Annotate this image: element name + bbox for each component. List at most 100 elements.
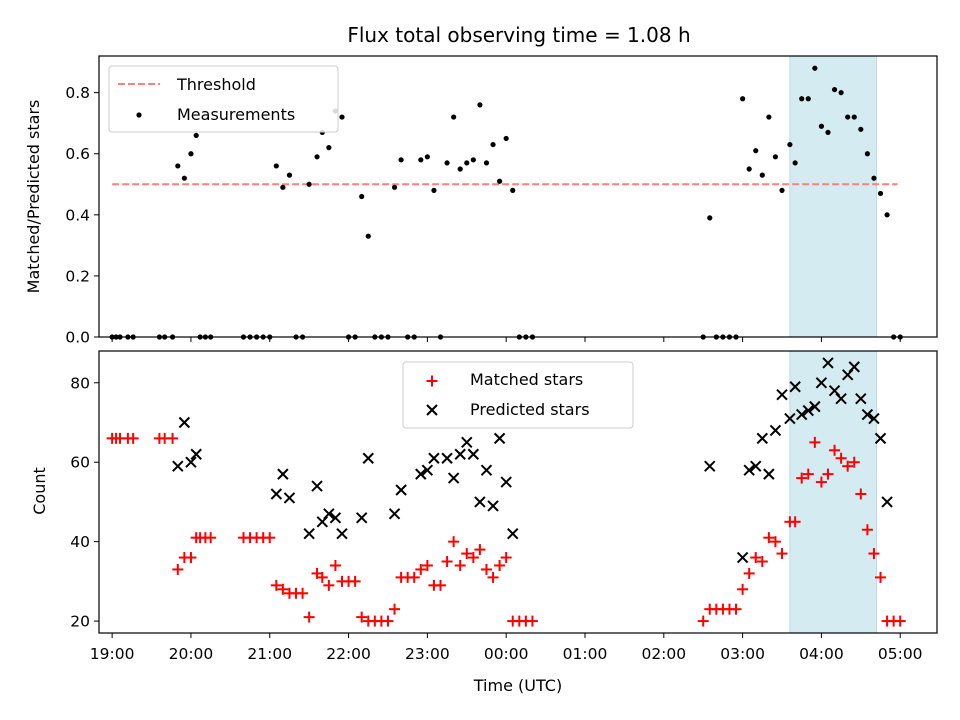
matched-star-point-59 xyxy=(526,615,538,627)
top-y-tick-label: 0.2 xyxy=(65,267,90,285)
x-tick-label: 03:00 xyxy=(720,645,765,663)
matched-star-point-66 xyxy=(737,583,749,595)
top-shaded-span xyxy=(789,55,878,338)
measurement-point-68 xyxy=(753,148,759,154)
measurement-point-22 xyxy=(286,172,293,178)
predicted-star-d2 xyxy=(362,452,374,464)
measurement-point-9 xyxy=(181,175,187,181)
x-tick-label: 21:00 xyxy=(247,645,292,663)
predicted-star-point-29 xyxy=(500,476,512,488)
predicted-star-point-30 xyxy=(507,527,519,540)
predicted-star-d2 xyxy=(763,468,775,480)
measurement-point-72 xyxy=(779,187,785,193)
matched-star-point-52 xyxy=(480,563,492,575)
predicted-star-point-0 xyxy=(172,460,184,472)
predicted-star-d2 xyxy=(395,484,407,496)
top-legend: Threshold Measurements xyxy=(108,65,339,133)
x-tick-label: 22:00 xyxy=(326,645,371,663)
matched-star-point-46 xyxy=(441,556,453,568)
measurement-point-56 xyxy=(510,187,516,193)
measurement-point-78 xyxy=(818,123,825,129)
matched-star-point-81 xyxy=(835,452,847,464)
predicted-star-d2 xyxy=(822,357,834,369)
matched-star-point-24 xyxy=(297,587,309,599)
x-tick-label: 01:00 xyxy=(563,645,608,663)
matched-star-point-33 xyxy=(356,611,368,623)
matched-star-point-80 xyxy=(829,444,841,456)
measurement-point-55 xyxy=(503,135,509,142)
x-axis-label: Time (UTC) xyxy=(473,676,562,695)
bottom-y-axis-label: Count xyxy=(30,467,49,515)
measurement-point-48 xyxy=(457,166,463,172)
predicted-star-d2 xyxy=(355,512,368,524)
matched-star-point-70 xyxy=(763,532,775,544)
predicted-star-d2 xyxy=(480,464,493,476)
matched-star-point-74 xyxy=(789,516,801,528)
bottom-legend: Matched stars Predicted stars xyxy=(402,361,634,429)
legend-measurements-swatch xyxy=(136,112,142,118)
measurement-point-49 xyxy=(464,160,470,166)
matched-star-point-41 xyxy=(408,571,420,583)
predicted-star-point-15 xyxy=(388,508,401,520)
top-axes-frame xyxy=(98,55,938,338)
predicted-star-point-23 xyxy=(461,436,473,449)
matched-star-point-14 xyxy=(205,532,217,544)
measurement-point-8 xyxy=(175,163,181,169)
measurement-point-61 xyxy=(707,215,713,221)
matched-star-point-86 xyxy=(868,548,880,560)
predicted-star-d2 xyxy=(421,464,434,476)
predicted-star-point-1 xyxy=(178,416,191,429)
matched-star-point-21 xyxy=(277,583,289,595)
predicted-star-d2 xyxy=(796,408,808,421)
matched-star-point-7 xyxy=(167,432,179,444)
predicted-star-d2 xyxy=(881,496,893,508)
matched-star-point-54 xyxy=(494,559,506,571)
predicted-star-point-3 xyxy=(190,448,202,460)
matched-star-point-71 xyxy=(769,536,781,548)
legend-predicted-label: Predicted stars xyxy=(470,400,590,419)
matched-star-point-67 xyxy=(743,567,755,579)
legend-matched-label: Matched stars xyxy=(470,370,583,389)
predicted-star-point-22 xyxy=(454,448,466,460)
predicted-star-point-42 xyxy=(802,404,814,417)
predicted-star-d2 xyxy=(329,512,342,524)
measurement-point-20 xyxy=(273,163,279,169)
predicted-star-point-8 xyxy=(311,480,323,492)
legend-predicted-swatch-d2 xyxy=(426,404,438,416)
measurement-point-84 xyxy=(858,126,864,132)
predicted-star-d2 xyxy=(828,385,841,397)
predicted-star-d2 xyxy=(277,468,289,480)
matched-star-point-42 xyxy=(415,563,427,575)
predicted-star-point-41 xyxy=(796,408,808,421)
predicted-star-d2 xyxy=(493,432,506,445)
predicted-star-d2 xyxy=(487,500,499,512)
predicted-star-d2 xyxy=(815,377,828,389)
matched-star-point-37 xyxy=(382,615,394,627)
matched-star-point-27 xyxy=(316,571,328,583)
bottom-y-tick-label: 80 xyxy=(70,374,90,392)
measurement-point-26 xyxy=(314,154,320,160)
predicted-star-point-14 xyxy=(362,452,374,464)
bottom-axes-frame xyxy=(98,350,938,634)
measurement-point-46 xyxy=(444,160,450,166)
predicted-star-point-12 xyxy=(336,527,348,540)
matched-star-point-77 xyxy=(809,436,821,448)
measurement-point-38 xyxy=(391,184,398,190)
measurement-point-25 xyxy=(306,181,312,187)
top-y-tick-label: 0.6 xyxy=(65,145,90,163)
predicted-star-d2 xyxy=(861,408,874,421)
matched-star-point-68 xyxy=(750,552,762,564)
predicted-star-d2 xyxy=(848,361,860,373)
matched-star-point-90 xyxy=(894,615,906,627)
predicted-star-point-13 xyxy=(355,512,368,524)
bottom-y-tick-label: 20 xyxy=(70,613,90,631)
predicted-star-d2 xyxy=(270,488,283,500)
bottom-legend-box xyxy=(402,361,634,429)
measurement-point-30 xyxy=(339,114,345,120)
matched-star-point-48 xyxy=(454,559,466,571)
matched-star-point-82 xyxy=(842,460,854,472)
matched-star-point-51 xyxy=(474,544,486,556)
measurement-point-75 xyxy=(799,96,805,102)
measurement-point-34 xyxy=(365,233,371,239)
measurement-point-21 xyxy=(280,184,286,190)
